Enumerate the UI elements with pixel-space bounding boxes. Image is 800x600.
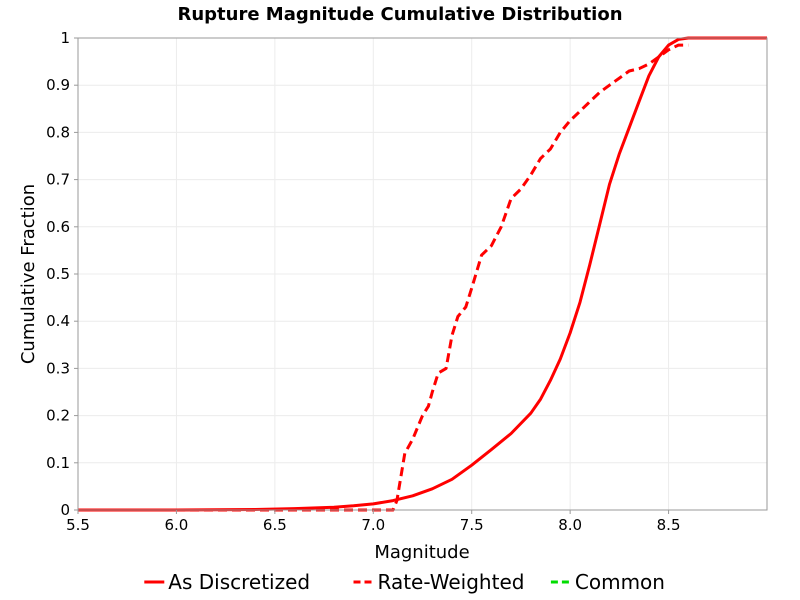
y-tick-label: 0.6	[46, 218, 70, 236]
y-tick-label: 0.2	[46, 407, 70, 425]
series-line-rate-weighted	[78, 43, 689, 512]
series-group	[78, 36, 767, 512]
x-tick-label: 7.0	[361, 516, 385, 534]
x-tick-label: 6.5	[263, 516, 287, 534]
x-tick-label: 5.5	[66, 516, 90, 534]
x-tick-label: 7.5	[460, 516, 484, 534]
y-axis-label: Cumulative Fraction	[18, 184, 39, 364]
x-tick-label: 8.5	[657, 516, 681, 534]
chart-title: Rupture Magnitude Cumulative Distributio…	[177, 4, 622, 25]
y-tick-label: 0.4	[46, 312, 70, 330]
legend: As Discretized Rate-Weighted Common	[144, 570, 665, 594]
y-tick-label: 1	[60, 29, 70, 47]
legend-label-common: Common	[575, 570, 665, 594]
legend-label-as-discretized: As Discretized	[168, 570, 310, 594]
y-tick-label: 0.9	[46, 76, 70, 94]
x-axis-ticks: 5.5 6.0 6.5 7.0 7.5 8.0 8.5	[66, 510, 681, 534]
x-tick-label: 6.0	[164, 516, 188, 534]
x-tick-label: 8.0	[558, 516, 582, 534]
x-axis-label: Magnitude	[374, 542, 469, 563]
y-tick-label: 0.5	[46, 265, 70, 283]
y-tick-label: 0.3	[46, 359, 70, 377]
plot-area	[77, 36, 768, 512]
y-tick-label: 0.7	[46, 171, 70, 189]
y-tick-label: 0.1	[46, 454, 70, 472]
legend-label-rate-weighted: Rate-Weighted	[378, 570, 525, 594]
y-tick-label: 0	[60, 501, 70, 519]
y-axis-ticks: 0 0.1 0.2 0.3 0.4 0.5 0.6 0.7 0.8 0.9 1	[46, 29, 78, 519]
y-tick-label: 0.8	[46, 123, 70, 141]
series-line-as-discretized	[78, 36, 767, 512]
